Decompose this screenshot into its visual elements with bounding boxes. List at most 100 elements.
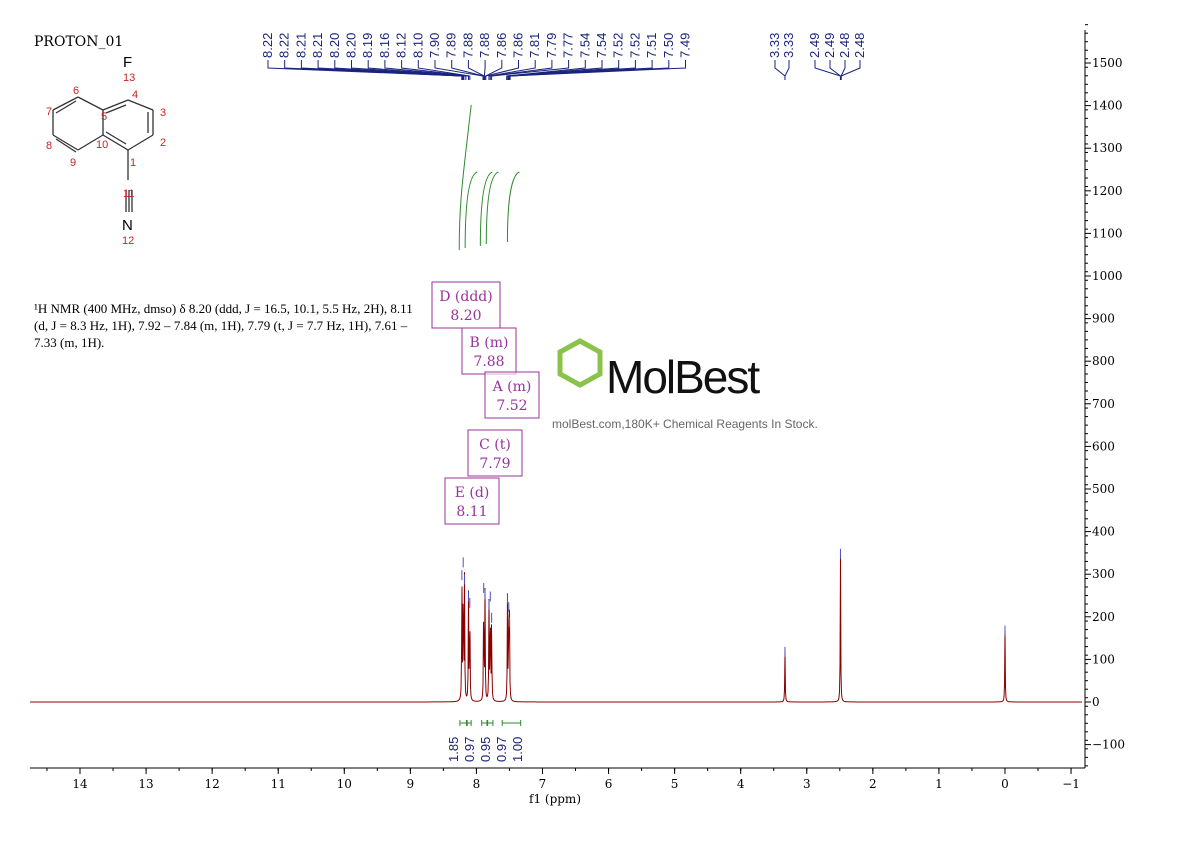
x-tick-label: 14 [72, 777, 88, 791]
peak-label: 8.10 [410, 33, 425, 58]
peak-label: 7.86 [511, 33, 526, 58]
integral-bracket [487, 720, 494, 726]
peak-label: 8.21 [293, 33, 308, 58]
y-tick-label: −100 [1092, 738, 1125, 752]
peak-label: 8.12 [394, 33, 409, 58]
peak-label: 7.51 [644, 33, 659, 58]
x-tick-label: 1 [935, 777, 943, 791]
y-tick-label: 600 [1092, 439, 1115, 453]
y-tick-label: 300 [1092, 567, 1115, 581]
peak-label-leader [840, 60, 861, 80]
integral-bracket [459, 720, 468, 726]
x-axis-label: f1 (ppm) [529, 792, 581, 806]
multiplet-box [467, 429, 523, 477]
y-tick-label: 1200 [1092, 184, 1123, 198]
x-tick-label: 3 [803, 777, 811, 791]
multiplet-label: E (d) [455, 485, 490, 501]
x-tick-label: 10 [337, 777, 352, 791]
x-tick-label: 0 [1001, 777, 1009, 791]
x-tick-label: 13 [138, 777, 153, 791]
peak-label: 7.54 [594, 33, 609, 58]
atom-number: 2 [160, 137, 166, 149]
nmr-description: ¹H NMR (400 MHz, dmso) δ 8.20 (ddd, J = … [34, 301, 413, 350]
integral-value: 0.97 [494, 737, 509, 762]
peak-label: 7.79 [544, 33, 559, 58]
molecule-structure [52, 96, 154, 212]
y-tick-label: 1300 [1092, 141, 1123, 155]
peak-label: 7.49 [678, 33, 693, 58]
peak-label: 7.88 [477, 33, 492, 58]
peak-label: 8.22 [260, 33, 275, 58]
multiplet-box [484, 371, 540, 419]
peak-label-leader [367, 60, 465, 80]
peak-label-leader [451, 60, 485, 80]
integral-curve [458, 104, 472, 251]
atom-number: 5 [101, 111, 107, 123]
peak-label-leader [483, 60, 486, 80]
watermark: MolBest molBest.com,180K+ Chemical Reage… [552, 338, 818, 431]
x-tick-label: 2 [869, 777, 877, 791]
svg-text:F: F [123, 54, 132, 71]
peak-label-leader [417, 60, 471, 80]
peak-label: 2.49 [807, 33, 822, 58]
peak-label: 8.22 [277, 33, 292, 58]
integral-bracket [501, 720, 522, 726]
integral-curve [479, 171, 493, 247]
peak-label-leader [351, 60, 464, 80]
integral-curve [464, 171, 478, 249]
integral-value: 0.97 [462, 737, 477, 762]
peak-label: 8.19 [360, 33, 375, 58]
peak-label: 8.16 [377, 33, 392, 58]
peak-label-leader [401, 60, 469, 80]
peak-label: 7.77 [561, 33, 576, 58]
x-tick-label: 6 [605, 777, 613, 791]
integral-value: 0.95 [478, 737, 493, 762]
peak-label-leader [485, 60, 519, 80]
integral-value: 1.85 [446, 737, 461, 762]
peak-label-leader [384, 60, 467, 80]
peak-label: 7.52 [627, 33, 642, 58]
atom-number: 12 [122, 235, 134, 247]
peak-label: 7.52 [611, 33, 626, 58]
atom-number: 6 [73, 85, 79, 97]
integral-bracket [466, 720, 472, 726]
atom-number: 11 [123, 188, 134, 200]
y-tick-label: 700 [1092, 397, 1115, 411]
peak-label: 7.90 [427, 33, 442, 58]
x-tick-label: 9 [407, 777, 415, 791]
peak-label-leader [488, 60, 536, 80]
spectrum-line [30, 555, 1082, 703]
peak-label-leader [467, 60, 485, 80]
peak-label: 7.86 [494, 33, 509, 58]
peak-label: 3.33 [781, 33, 796, 58]
atom-number: 1 [130, 157, 136, 169]
peak-label: 2.48 [852, 33, 867, 58]
x-tick-label: 8 [473, 777, 481, 791]
atom-number: 13 [123, 72, 135, 84]
y-tick-label: 100 [1092, 652, 1115, 666]
multiplet-box [444, 477, 500, 525]
atom-number: 10 [96, 139, 108, 151]
peak-label: 8.20 [344, 33, 359, 58]
peak-label-leader [814, 60, 841, 80]
atom-number: 4 [132, 89, 138, 101]
multiplet-box [431, 281, 501, 329]
x-tick-label: 4 [737, 777, 745, 791]
y-tick-label: 200 [1092, 610, 1115, 624]
integral-curve [485, 171, 499, 245]
peak-label-leader [774, 60, 786, 80]
peak-label: 7.89 [444, 33, 459, 58]
x-tick-label: −1 [1062, 777, 1080, 791]
peak-label-leader [485, 60, 503, 80]
y-tick-label: 1500 [1092, 56, 1123, 70]
peak-label: 2.49 [822, 33, 837, 58]
peak-label: 7.50 [661, 33, 676, 58]
integral-bracket [481, 720, 488, 726]
atom-number: 8 [46, 140, 52, 152]
y-tick-label: 1100 [1092, 226, 1123, 240]
peak-label: 7.81 [527, 33, 542, 58]
peak-label: 2.48 [837, 33, 852, 58]
peak-label: 8.21 [310, 33, 325, 58]
